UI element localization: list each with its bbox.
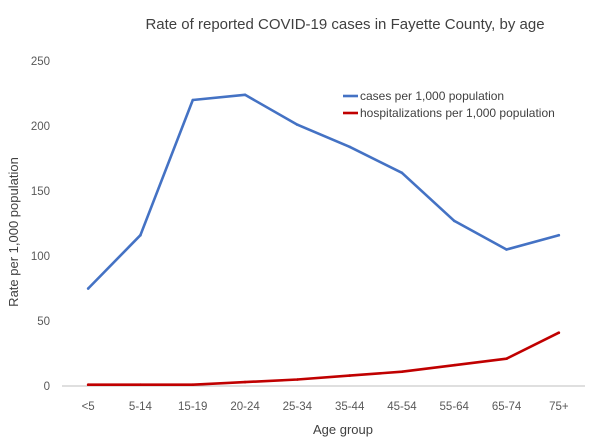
y-tick-label: 50 <box>37 316 50 328</box>
data-point <box>296 123 299 126</box>
data-point <box>557 331 561 335</box>
data-point <box>505 357 508 361</box>
data-point <box>86 383 90 387</box>
data-point <box>191 383 195 387</box>
data-point <box>191 98 195 102</box>
series-line-1 <box>86 331 561 387</box>
y-tick-label: 250 <box>31 56 50 68</box>
data-point <box>139 383 142 387</box>
series-line-0 <box>86 93 561 290</box>
data-point <box>453 219 456 223</box>
data-point <box>348 374 351 377</box>
data-point <box>400 171 404 175</box>
data-point <box>296 378 299 381</box>
y-axis-label: Rate per 1,000 population <box>6 157 21 307</box>
x-tick-label: 45-54 <box>387 401 417 413</box>
data-point <box>453 363 456 367</box>
x-axis-ticks: <5 5-14 15-19 20-24 25-34 35-44 45-54 55-64 65-7… <box>82 401 569 413</box>
x-tick-label: 65-74 <box>492 401 522 413</box>
x-tick-label: 55-64 <box>440 401 470 413</box>
legend-label: cases per 1,000 population <box>360 89 504 103</box>
data-point <box>243 380 247 384</box>
y-tick-label: 100 <box>31 251 50 263</box>
y-tick-label: 0 <box>44 381 50 393</box>
chart-title: Rate of reported COVID-19 cases in Fayet… <box>145 16 544 33</box>
data-point <box>400 370 404 374</box>
x-axis-label: Age group <box>313 422 373 437</box>
y-axis-ticks: 0 50 100 150 200 250 <box>31 56 50 393</box>
data-point <box>139 233 142 237</box>
x-tick-label: 75+ <box>549 401 569 413</box>
data-point <box>557 233 561 237</box>
legend: cases per 1,000 population hospitalizatio… <box>343 89 555 120</box>
x-tick-label: <5 <box>82 401 95 413</box>
x-tick-label: 35-44 <box>335 401 365 413</box>
x-tick-label: 25-34 <box>283 401 313 413</box>
data-point <box>348 145 351 149</box>
data-point <box>243 93 247 97</box>
x-tick-label: 5-14 <box>129 401 153 413</box>
x-tick-label: 20-24 <box>230 401 260 413</box>
data-point <box>86 287 90 290</box>
y-tick-label: 200 <box>31 121 50 133</box>
x-tick-label: 15-19 <box>178 401 207 413</box>
data-point <box>505 248 508 251</box>
y-tick-label: 150 <box>31 186 50 198</box>
series-lines <box>86 93 561 387</box>
legend-label: hospitalizations per 1,000 population <box>360 106 555 120</box>
